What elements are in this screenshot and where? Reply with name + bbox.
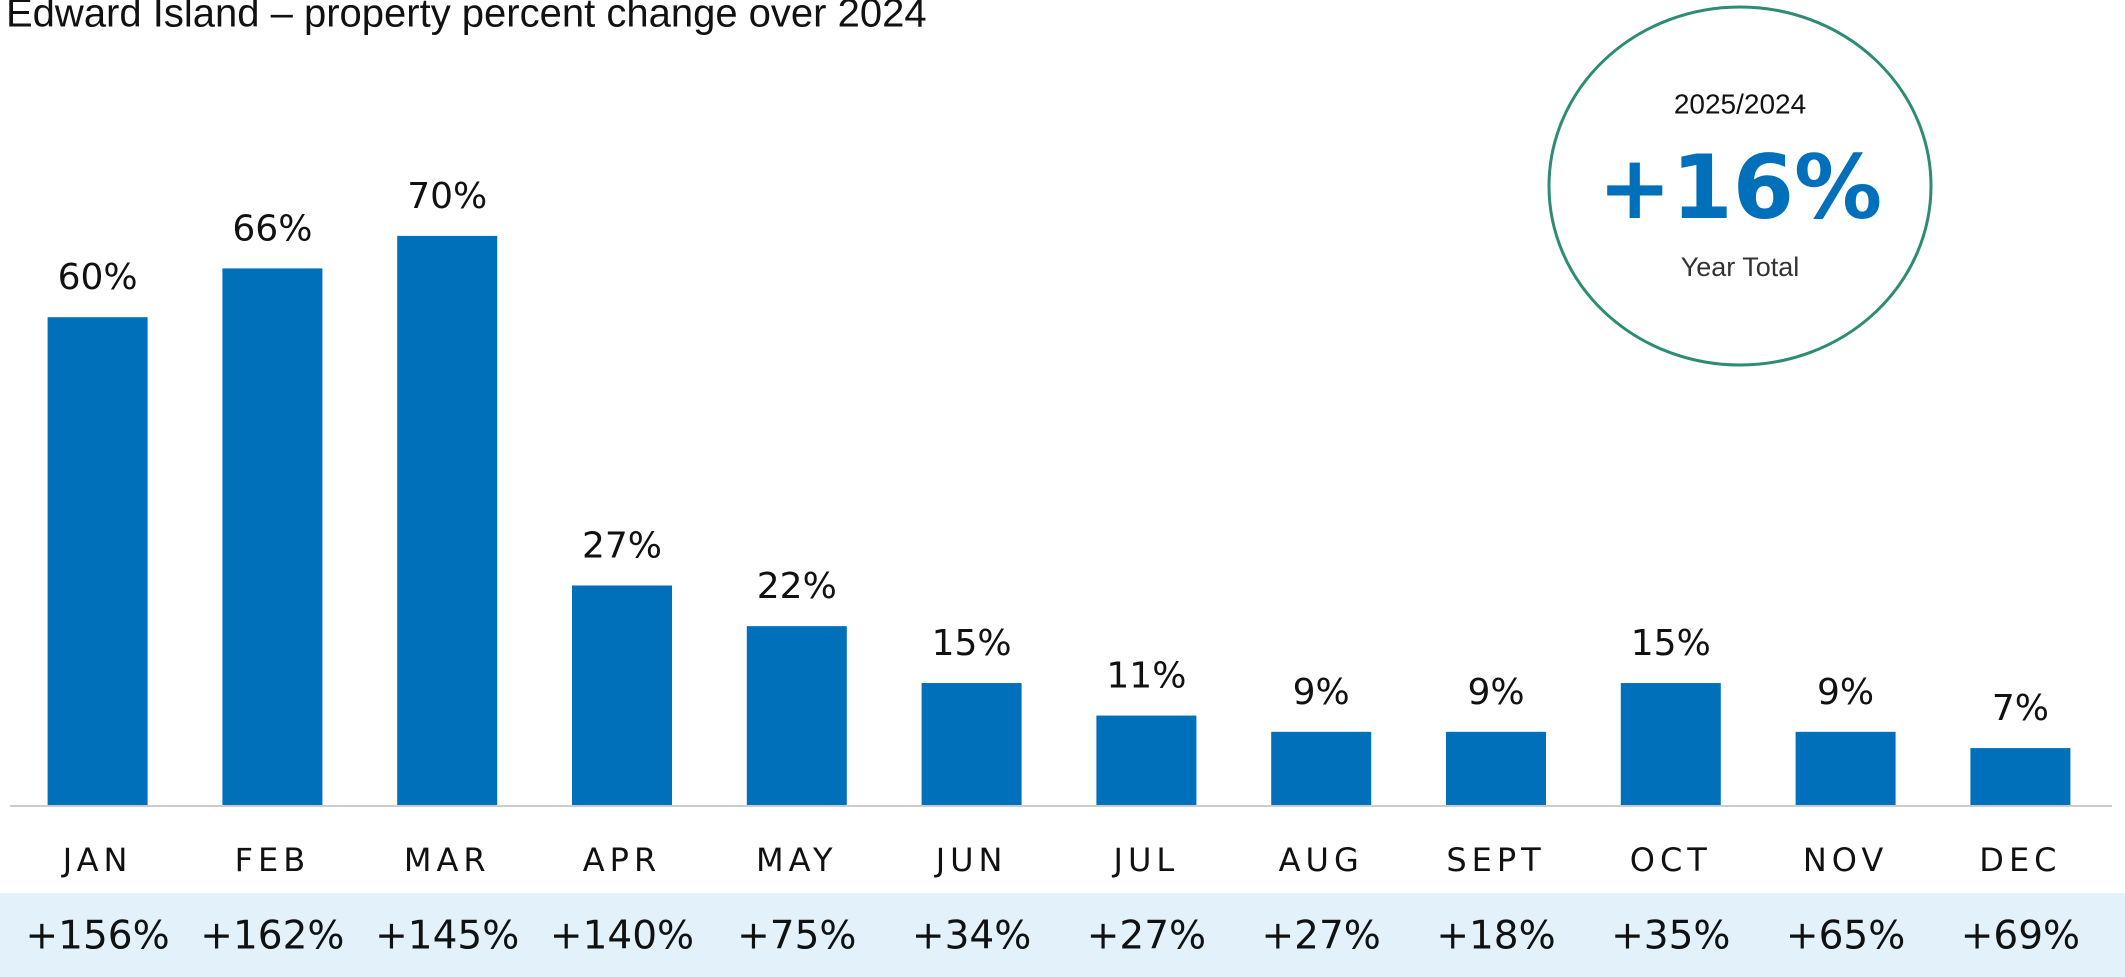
x-tick-label: APR <box>583 841 661 879</box>
row-label: +65% <box>1786 914 1905 959</box>
summary-band <box>0 893 2125 977</box>
x-tick-label: FEB <box>235 841 311 879</box>
row-label: +27% <box>1262 914 1381 959</box>
x-tick-label: JUN <box>934 841 1008 879</box>
bar <box>222 268 323 805</box>
x-tick-label: NOV <box>1803 841 1888 879</box>
value-label: 9% <box>1293 672 1350 713</box>
value-label: 22% <box>757 566 837 607</box>
value-label: 15% <box>1631 623 1711 664</box>
value-label: 9% <box>1467 672 1524 713</box>
x-tick-label: DEC <box>1979 841 2061 879</box>
x-tick-label: JAN <box>61 841 133 879</box>
bar <box>1446 731 1546 805</box>
x-tick-label: MAY <box>756 841 838 879</box>
bar <box>1271 731 1372 805</box>
row-label: +35% <box>1611 914 1730 959</box>
bar <box>397 235 498 805</box>
value-label: 70% <box>407 176 487 217</box>
bar <box>1970 748 2071 805</box>
value-label: 15% <box>932 623 1012 664</box>
x-tick-label: MAR <box>404 841 491 879</box>
row-label: +18% <box>1436 914 1555 959</box>
value-label: 60% <box>58 257 138 298</box>
row-label: +69% <box>1961 914 2080 959</box>
x-tick-label: SEPT <box>1446 841 1545 879</box>
row-label: +140% <box>550 914 694 959</box>
bar <box>572 585 672 805</box>
value-label: 27% <box>582 525 662 566</box>
row-label: +34% <box>912 914 1031 959</box>
row-label: +75% <box>737 914 856 959</box>
row-label: +27% <box>1087 914 1206 959</box>
bar <box>746 626 847 805</box>
callout-circle <box>1547 5 1933 367</box>
chart-title: Edward Island – property percent change … <box>6 0 927 36</box>
x-tick-label: OCT <box>1630 841 1712 879</box>
row-label: +145% <box>375 914 519 959</box>
value-label: 11% <box>1106 656 1186 697</box>
bar <box>1795 731 1896 805</box>
callout-caption: Year Total <box>1681 252 1800 282</box>
row-label: +156% <box>26 914 170 959</box>
x-tick-label: JUL <box>1112 841 1180 879</box>
callout-value: +16% <box>1598 136 1882 239</box>
value-label: 7% <box>1992 688 2049 729</box>
bar <box>47 317 148 805</box>
value-label: 9% <box>1817 672 1874 713</box>
bar <box>1620 683 1721 805</box>
x-tick-label: AUG <box>1279 841 1364 879</box>
value-label: 66% <box>232 208 312 249</box>
row-label: +162% <box>200 914 344 959</box>
bar <box>921 683 1022 805</box>
bar <box>1096 715 1197 805</box>
callout-heading: 2025/2024 <box>1674 88 1806 119</box>
